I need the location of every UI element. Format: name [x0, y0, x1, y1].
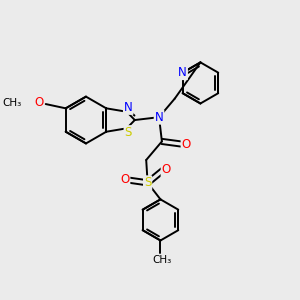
Text: O: O	[182, 138, 191, 151]
Text: CH₃: CH₃	[152, 255, 172, 265]
Text: N: N	[155, 111, 164, 124]
Text: N: N	[178, 66, 187, 79]
Text: O: O	[120, 173, 129, 187]
Text: S: S	[144, 176, 151, 189]
Text: N: N	[124, 101, 133, 114]
Text: CH₃: CH₃	[2, 98, 22, 108]
Text: O: O	[162, 164, 171, 176]
Text: S: S	[124, 126, 132, 139]
Text: O: O	[34, 96, 43, 109]
